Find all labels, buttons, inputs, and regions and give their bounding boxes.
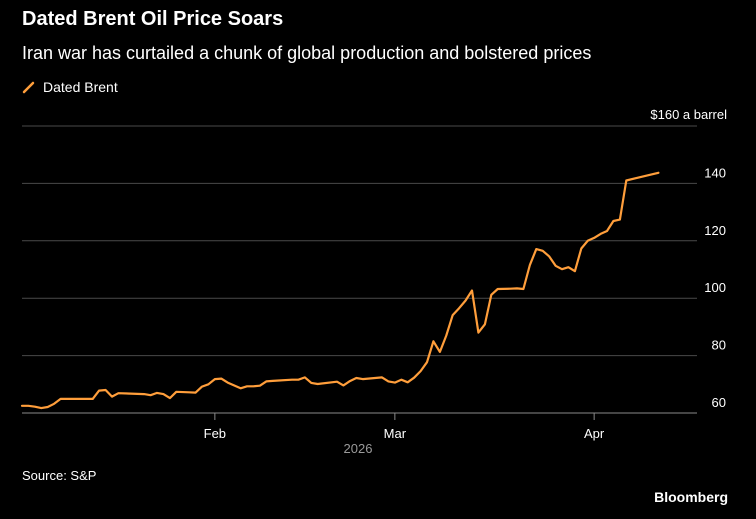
y-tick-label-60: 60 <box>712 395 726 410</box>
y-tick-label-120: 120 <box>704 223 726 238</box>
chart-subtitle: Iran war has curtailed a chunk of global… <box>22 43 592 63</box>
y-tick-label-80: 80 <box>712 338 726 353</box>
source-note: Source: S&P <box>22 468 97 483</box>
series-line-dated-brent <box>20 171 660 410</box>
x-axis-year-label: 2026 <box>344 441 373 456</box>
x-tick-label-apr: Apr <box>584 426 605 441</box>
legend: Dated Brent <box>22 79 118 95</box>
bloomberg-logo: Bloomberg <box>654 489 728 505</box>
x-tick-label-feb: Feb <box>204 426 226 441</box>
chart-title: Dated Brent Oil Price Soars <box>22 8 284 30</box>
y-tick-label-100: 100 <box>704 280 726 295</box>
legend-label-dated-brent: Dated Brent <box>43 79 118 95</box>
x-tick-label-mar: Mar <box>384 426 407 441</box>
y-axis-unit-label: $160 a barrel <box>650 107 727 122</box>
y-tick-label-140: 140 <box>704 165 726 180</box>
legend-swatch-icon <box>22 81 35 94</box>
